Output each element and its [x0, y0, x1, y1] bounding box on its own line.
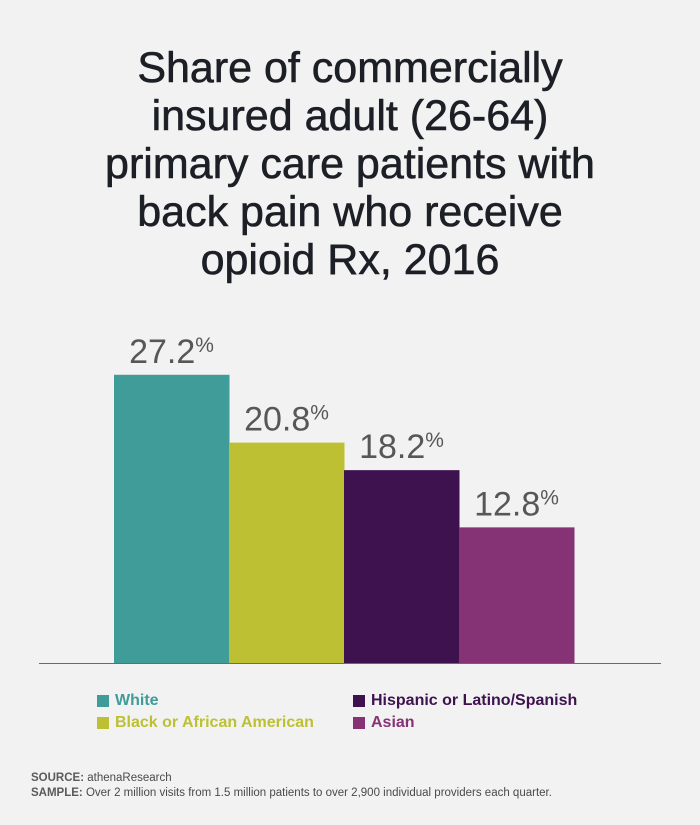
legend-item: White [97, 691, 159, 711]
source-line: SOURCE: athenaResearch [31, 771, 552, 786]
title-line: primary care patients with [105, 140, 596, 189]
legend-swatch [353, 695, 365, 707]
value-label: 18.2% [359, 428, 444, 466]
legend-item: Asian [353, 713, 415, 733]
sample-key: SAMPLE: [31, 787, 83, 799]
legend-label: White [115, 692, 159, 709]
legend-item: Black or African American [97, 713, 314, 733]
sample-value: Over 2 million visits from 1.5 million p… [85, 787, 552, 799]
title-line: opioid Rx, 2016 [200, 236, 500, 285]
chart-title: Share of commercially insured adult (26-… [40, 44, 660, 285]
bar-black-or-african-american [229, 442, 345, 663]
source-value: athenaResearch [87, 772, 172, 784]
legend-label: Hispanic or Latino/Spanish [371, 692, 578, 709]
chart-footer: SOURCE: athenaResearch SAMPLE: Over 2 mi… [31, 771, 552, 801]
legend-item: Hispanic or Latino/Spanish [353, 691, 577, 711]
value-label: 20.8% [244, 401, 329, 439]
legend-label: Black or African American [115, 714, 314, 731]
title-line: back pain who receive [137, 188, 563, 237]
source-key: SOURCE: [31, 772, 85, 784]
bar-white [114, 374, 230, 663]
legend-swatch [97, 695, 109, 707]
sample-line: SAMPLE: Over 2 million visits from 1.5 m… [31, 786, 552, 801]
title-line: Share of commercially [137, 44, 563, 93]
legend-label: Asian [371, 714, 415, 731]
value-label: 27.2% [129, 333, 214, 371]
title-line: insured adult (26-64) [151, 92, 549, 141]
value-label: 12.8% [474, 485, 559, 523]
bar-asian [459, 527, 575, 663]
legend-swatch [97, 717, 109, 729]
bar-hispanic-or-latino-spanish [344, 470, 460, 663]
legend-swatch [353, 717, 365, 729]
